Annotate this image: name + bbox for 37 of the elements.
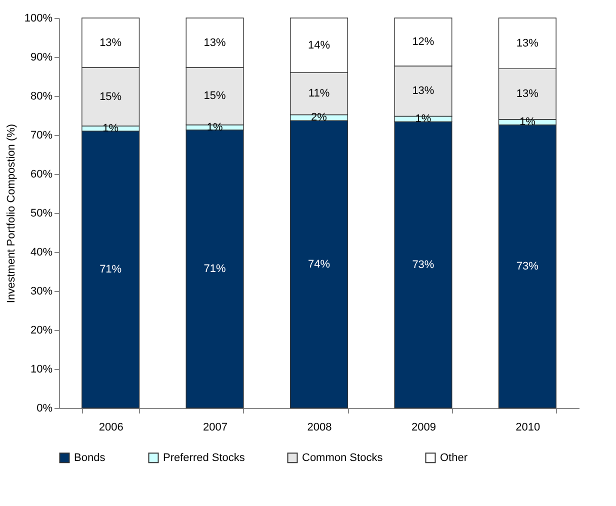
y-tick-label: 50% bbox=[30, 208, 53, 220]
y-tick-label: 40% bbox=[30, 246, 53, 258]
y-axis-title: Investment Portfolio Compostion (%) bbox=[5, 124, 18, 304]
y-tick-label: 0% bbox=[36, 402, 53, 414]
data-label: 12% bbox=[412, 36, 434, 48]
legend-label: Common Stocks bbox=[302, 452, 384, 464]
x-tick-label: 2009 bbox=[411, 422, 436, 434]
y-tick-label: 60% bbox=[30, 168, 53, 180]
y-tick-label: 80% bbox=[30, 90, 53, 102]
data-label: 13% bbox=[516, 37, 539, 50]
data-label: 74% bbox=[308, 258, 330, 270]
y-tick-label: 30% bbox=[30, 286, 53, 298]
data-label: 15% bbox=[100, 90, 122, 103]
bar bbox=[82, 130, 140, 408]
data-label: 14% bbox=[308, 39, 330, 52]
data-label: 15% bbox=[204, 90, 226, 102]
legend-label: Other bbox=[440, 452, 468, 464]
legend-label: Preferred Stocks bbox=[163, 452, 246, 464]
data-label: 11% bbox=[308, 88, 330, 100]
y-tick-label: 20% bbox=[30, 324, 53, 336]
data-label: 73% bbox=[516, 260, 539, 272]
y-tick-label: 90% bbox=[30, 52, 53, 64]
data-label: 13% bbox=[100, 36, 122, 49]
data-label: 73% bbox=[412, 258, 434, 271]
x-tick-label: 2007 bbox=[203, 422, 228, 434]
x-tick-label: 2006 bbox=[98, 422, 124, 434]
x-tick-label: 2008 bbox=[307, 422, 332, 434]
y-tick-label: 100% bbox=[24, 12, 53, 24]
data-label: 71% bbox=[204, 262, 226, 275]
data-label: 13% bbox=[204, 36, 226, 49]
y-tick-label: 10% bbox=[30, 364, 53, 376]
data-label: 13% bbox=[412, 85, 434, 98]
data-label: 71% bbox=[100, 264, 122, 276]
x-tick-label: 2010 bbox=[516, 422, 540, 434]
data-label: 13% bbox=[516, 88, 539, 100]
legend-label: Bonds bbox=[74, 452, 106, 464]
y-tick-label: 70% bbox=[30, 130, 53, 142]
